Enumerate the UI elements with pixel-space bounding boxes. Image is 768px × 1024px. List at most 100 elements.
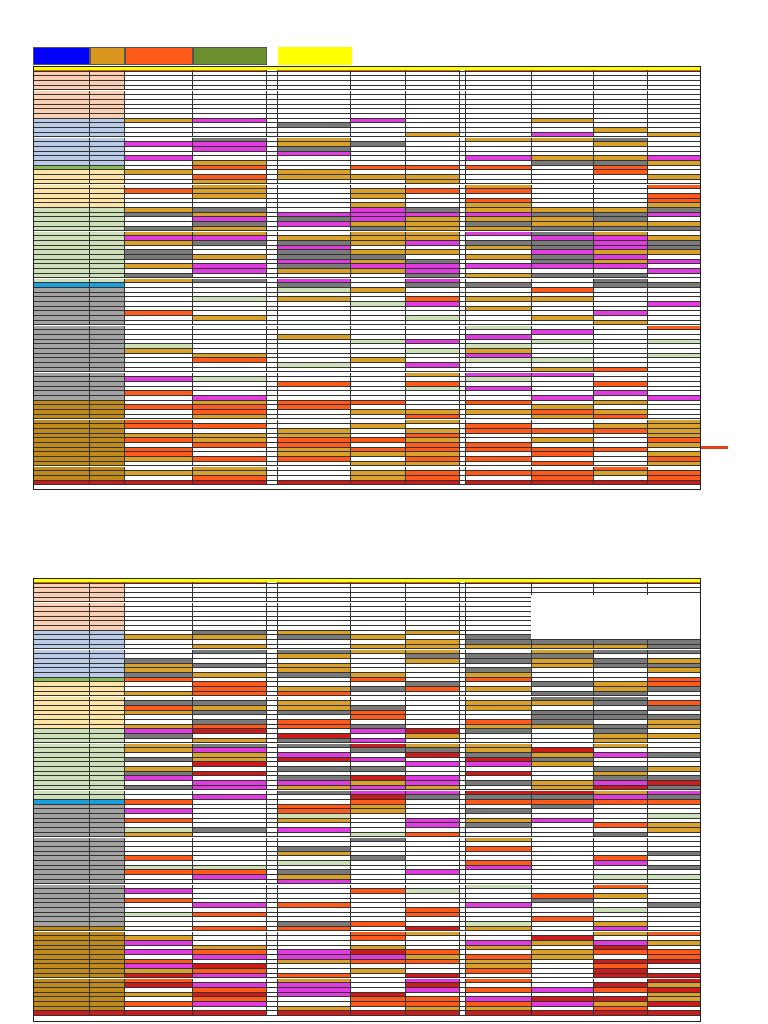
timetable-row: [34, 170, 700, 176]
timetable-cell: [532, 118, 594, 124]
timetable-cell: [34, 170, 90, 176]
timetable-cell: [351, 231, 406, 237]
timetable-cell: [648, 240, 700, 246]
timetable-cell: [460, 76, 466, 82]
timetable-row: [34, 184, 700, 190]
timetable-cell: [34, 231, 90, 237]
timetable-cell: [351, 245, 406, 251]
timetable-cell: [278, 76, 351, 82]
timetable-cell: [278, 170, 351, 176]
timetable-cell: [594, 217, 648, 223]
timetable-cell: [466, 165, 532, 171]
timetable-cell: [267, 212, 278, 218]
timetable-cell: [460, 151, 466, 157]
timetable-cell: [460, 236, 466, 241]
timetable-cell: [406, 480, 460, 486]
timetable-cell: [267, 123, 278, 129]
timetable-cell: [532, 99, 594, 105]
timetable-cell: [90, 480, 125, 486]
timetable-cell: [532, 217, 594, 223]
timetable-cell: [90, 212, 125, 218]
timetable-cell: [532, 231, 594, 237]
timetable-cell: [125, 175, 193, 180]
timetable-row: [34, 193, 700, 199]
timetable-cell: [466, 161, 532, 166]
timetable-cell: [532, 480, 594, 486]
timetable-cell: [125, 193, 193, 199]
timetable-cell: [460, 231, 466, 237]
timetable-cell: [278, 165, 351, 171]
timetable-cell: [594, 76, 648, 82]
timetable-row: [34, 137, 700, 143]
timetable-cell: [648, 128, 700, 133]
timetable-row: [34, 142, 700, 147]
timetable-row: [34, 146, 700, 152]
timetable-cell: [406, 212, 460, 218]
timetable-cell: [267, 146, 278, 152]
timetable-cell: [648, 109, 700, 114]
timetable-row: [34, 179, 700, 185]
timetable-cell: [532, 179, 594, 185]
timetable-cell: [466, 198, 532, 204]
timetable-cell: [594, 156, 648, 161]
timetable-cell: [34, 236, 90, 241]
timetable-cell: [351, 81, 406, 86]
timetable-row: [34, 95, 700, 100]
timetable-grid-2: [33, 578, 701, 1022]
timetable-cell: [34, 71, 90, 77]
timetable-cell: [460, 156, 466, 161]
timetable-cell: [594, 137, 648, 143]
timetable-cell: [460, 217, 466, 223]
timetable-cell: [406, 226, 460, 232]
timetable-cell: [278, 114, 351, 119]
timetable-cell: [267, 198, 278, 204]
timetable-cell: [594, 203, 648, 208]
timetable-cell: [648, 203, 700, 208]
timetable-cell: [460, 142, 466, 147]
timetable-cell: [466, 146, 532, 152]
timetable-cell: [125, 142, 193, 147]
timetable-cell: [594, 109, 648, 114]
timetable-cell: [351, 208, 406, 213]
timetable-cell: [125, 203, 193, 208]
timetable-cell: [34, 193, 90, 199]
timetable-row: [34, 480, 700, 486]
timetable-cell: [125, 151, 193, 157]
timetable-cell: [90, 95, 125, 100]
timetable-cell: [594, 212, 648, 218]
timetable-cell: [466, 109, 532, 114]
timetable-cell: [351, 222, 406, 227]
timetable-cell: [193, 71, 267, 77]
timetable-cell: [34, 76, 90, 82]
timetable-cell: [532, 104, 594, 110]
timetable-cell: [90, 71, 125, 77]
timetable-cell: [648, 146, 700, 152]
timetable-cell: [267, 1011, 278, 1017]
timetable-cell: [648, 189, 700, 194]
timetable-cell: [406, 104, 460, 110]
timetable-cell: [267, 114, 278, 119]
timetable-cell: [193, 165, 267, 171]
timetable-cell: [34, 208, 90, 213]
timetable-cell: [466, 184, 532, 190]
timetable-cell: [460, 208, 466, 213]
timetable-cell: [648, 236, 700, 241]
timetable-cell: [406, 123, 460, 129]
timetable-cell: [351, 132, 406, 138]
timetable-cell: [532, 222, 594, 227]
timetable-row: [34, 99, 700, 105]
legend-swatch-olive: [193, 47, 267, 65]
timetable-cell: [532, 132, 594, 138]
timetable-cell: [594, 151, 648, 157]
timetable-cell: [406, 156, 460, 161]
timetable-cell: [125, 76, 193, 82]
timetable-cell: [648, 99, 700, 105]
timetable-cell: [351, 76, 406, 82]
timetable-cell: [532, 161, 594, 166]
timetable-cell: [466, 217, 532, 223]
timetable-cell: [460, 175, 466, 180]
timetable-cell: [594, 240, 648, 246]
timetable-cell: [648, 222, 700, 227]
timetable-cell: [34, 240, 90, 246]
timetable-cell: [351, 104, 406, 110]
